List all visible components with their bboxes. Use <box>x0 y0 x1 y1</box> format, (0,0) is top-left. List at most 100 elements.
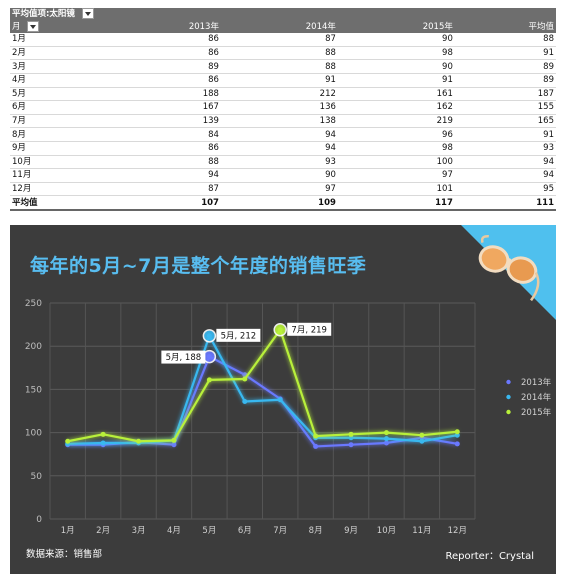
data-point <box>206 377 212 383</box>
data-point <box>277 397 283 403</box>
table-row: 3月 89 88 90 89 <box>10 59 556 74</box>
month-cell: 7月 <box>10 114 104 129</box>
pivot-table: 平均值项:太阳镜 月 2013年 2014年 2015年 平均值 1月 86 87 9… <box>10 8 556 211</box>
reporter-note: Reporter：Crystal <box>445 551 534 562</box>
x-tick-label: 8月 <box>309 526 323 536</box>
table-row: 11月 94 90 97 94 <box>10 168 556 183</box>
x-tick-label: 1月 <box>61 526 75 536</box>
month-cell: 11月 <box>10 168 104 183</box>
value-cell: 165 <box>454 114 556 129</box>
x-tick-label: 5月 <box>202 526 216 536</box>
value-cell: 94 <box>220 141 338 156</box>
value-cell: 84 <box>104 127 221 142</box>
data-point <box>242 398 248 404</box>
month-cell: 3月 <box>10 59 104 74</box>
value-cell: 155 <box>454 100 556 115</box>
pivot-header-row: 月 2013年 2014年 2015年 平均值 <box>10 20 556 34</box>
table-row: 6月 167 136 162 155 <box>10 100 556 115</box>
value-cell: 90 <box>337 33 455 47</box>
y-tick-label: 100 <box>25 429 42 439</box>
x-tick-label: 3月 <box>132 526 146 536</box>
value-cell: 138 <box>220 114 338 129</box>
data-point <box>100 440 106 446</box>
value-cell: 95 <box>454 182 556 197</box>
value-cell: 94 <box>104 168 221 183</box>
legend-label: 2013年 <box>521 377 552 388</box>
filter-dropdown-icon[interactable] <box>81 8 94 20</box>
value-cell: 98 <box>337 46 455 61</box>
series-line-2015年 <box>67 328 458 443</box>
x-tick-label: 12月 <box>448 526 467 536</box>
chart-panel: 0 50 100 150 200 250 1月 2月 3月 4月 5月 6月 7月 8月 9月 10月 11月 1… <box>10 225 556 574</box>
value-cell: 162 <box>337 100 455 115</box>
total-row: 平均值 107 109 117 111 <box>10 195 556 211</box>
total-label: 平均值 <box>10 195 104 211</box>
month-cell: 4月 <box>10 73 104 88</box>
pivot-filter-row: 平均值项:太阳镜 <box>10 8 556 21</box>
data-point <box>136 438 142 444</box>
row-header-label: 月 <box>12 21 21 32</box>
table-row: 4月 86 91 91 89 <box>10 73 556 88</box>
month-cell: 1月 <box>10 33 104 47</box>
month-cell: 6月 <box>10 100 104 115</box>
value-cell: 188 <box>104 87 221 102</box>
value-cell: 87 <box>220 33 338 47</box>
x-tick-label: 9月 <box>344 526 358 536</box>
data-label-box <box>287 322 332 336</box>
total-value: 111 <box>454 195 556 211</box>
x-tick-label: 6月 <box>238 526 252 536</box>
x-tick-label: 10月 <box>377 526 396 536</box>
data-point <box>65 438 71 444</box>
y-tick-label: 50 <box>31 472 43 482</box>
value-cell: 88 <box>454 33 556 47</box>
data-point <box>313 443 319 449</box>
y-tick-label: 150 <box>25 385 42 395</box>
value-cell: 86 <box>104 46 221 61</box>
table-row: 10月 88 93 100 94 <box>10 155 556 170</box>
month-cell: 10月 <box>10 155 104 170</box>
value-cell: 87 <box>104 182 221 197</box>
data-point <box>383 430 389 436</box>
data-point <box>171 437 177 443</box>
y-tick-label: 0 <box>36 515 42 525</box>
data-source-note: 数据来源：销售部 <box>26 549 103 560</box>
data-point <box>313 433 319 439</box>
legend-marker <box>506 409 511 415</box>
value-cell: 98 <box>337 141 455 156</box>
data-label: 5月, 212 <box>221 331 257 341</box>
legend-marker <box>506 394 511 400</box>
month-cell: 8月 <box>10 127 104 142</box>
table-row: 5月 188 212 161 187 <box>10 87 556 102</box>
data-point <box>383 440 389 446</box>
row-filter-dropdown-icon[interactable] <box>27 20 40 32</box>
value-cell: 86 <box>104 141 221 156</box>
value-cell: 89 <box>454 73 556 88</box>
x-tick-label: 2月 <box>96 526 110 536</box>
value-cell: 93 <box>454 141 556 156</box>
value-cell: 212 <box>220 87 338 102</box>
month-cell: 2月 <box>10 46 104 61</box>
data-label-box <box>216 328 261 342</box>
highlight-marker <box>273 323 287 337</box>
total-value: 107 <box>104 195 221 211</box>
value-cell: 167 <box>104 100 221 115</box>
value-cell: 101 <box>337 182 455 197</box>
x-tick-label: 4月 <box>167 526 181 536</box>
column-header: 平均值 <box>454 20 556 34</box>
value-cell: 90 <box>337 59 455 74</box>
value-cell: 97 <box>337 168 455 183</box>
value-cell: 94 <box>220 127 338 142</box>
legend-label: 2015年 <box>521 407 552 418</box>
value-cell: 93 <box>220 155 338 170</box>
value-cell: 219 <box>337 114 455 129</box>
data-point <box>348 442 354 448</box>
month-cell: 12月 <box>10 182 104 197</box>
value-cell: 91 <box>454 46 556 61</box>
data-point <box>419 432 425 438</box>
y-tick-label: 200 <box>25 342 42 352</box>
data-point <box>454 441 460 447</box>
total-value: 117 <box>337 195 455 211</box>
column-header: 2014年 <box>220 20 338 34</box>
pivot-filter-label: 平均值项:太阳镜 <box>12 9 75 20</box>
data-point <box>100 431 106 437</box>
